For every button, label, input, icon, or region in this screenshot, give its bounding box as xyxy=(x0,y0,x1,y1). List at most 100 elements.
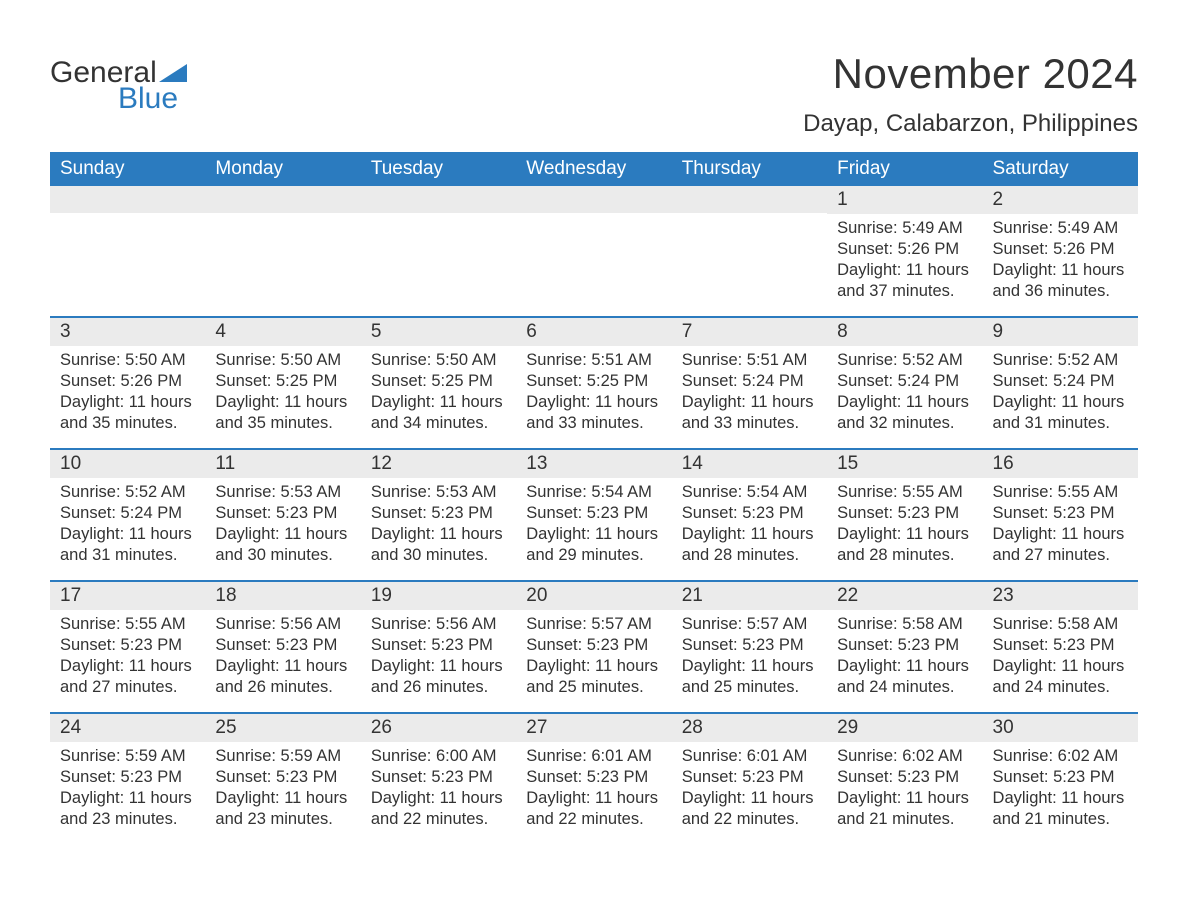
daylight-text: Daylight: 11 hours and 32 minutes. xyxy=(837,392,972,434)
sunrise-text: Sunrise: 5:59 AM xyxy=(60,746,195,767)
day-number xyxy=(205,186,360,213)
day-number: 14 xyxy=(672,450,827,478)
sunrise-text: Sunrise: 5:53 AM xyxy=(215,482,350,503)
sunset-text: Sunset: 5:23 PM xyxy=(526,767,661,788)
daylight-text: Daylight: 11 hours and 33 minutes. xyxy=(682,392,817,434)
calendar-day: 4Sunrise: 5:50 AMSunset: 5:25 PMDaylight… xyxy=(205,318,360,448)
weekday-header: Tuesday xyxy=(361,152,516,186)
page-subtitle: Dayap, Calabarzon, Philippines xyxy=(803,110,1138,138)
daylight-text: Daylight: 11 hours and 22 minutes. xyxy=(526,788,661,830)
sunset-text: Sunset: 5:23 PM xyxy=(526,635,661,656)
daylight-text: Daylight: 11 hours and 33 minutes. xyxy=(526,392,661,434)
daylight-text: Daylight: 11 hours and 29 minutes. xyxy=(526,524,661,566)
calendar-day: 26Sunrise: 6:00 AMSunset: 5:23 PMDayligh… xyxy=(361,714,516,844)
sunset-text: Sunset: 5:23 PM xyxy=(682,503,817,524)
sunset-text: Sunset: 5:23 PM xyxy=(371,635,506,656)
sunrise-text: Sunrise: 6:00 AM xyxy=(371,746,506,767)
day-details: Sunrise: 5:52 AMSunset: 5:24 PMDaylight:… xyxy=(50,478,205,566)
day-details: Sunrise: 5:57 AMSunset: 5:23 PMDaylight:… xyxy=(516,610,671,698)
weekday-header: Wednesday xyxy=(516,152,671,186)
sunrise-text: Sunrise: 6:01 AM xyxy=(526,746,661,767)
day-details: Sunrise: 6:00 AMSunset: 5:23 PMDaylight:… xyxy=(361,742,516,830)
day-details: Sunrise: 5:59 AMSunset: 5:23 PMDaylight:… xyxy=(205,742,360,830)
calendar-day xyxy=(672,186,827,316)
sunset-text: Sunset: 5:26 PM xyxy=(60,371,195,392)
calendar-week: 3Sunrise: 5:50 AMSunset: 5:26 PMDaylight… xyxy=(50,316,1138,448)
sunset-text: Sunset: 5:23 PM xyxy=(371,767,506,788)
calendar-day: 10Sunrise: 5:52 AMSunset: 5:24 PMDayligh… xyxy=(50,450,205,580)
sunrise-text: Sunrise: 5:56 AM xyxy=(215,614,350,635)
calendar-day: 20Sunrise: 5:57 AMSunset: 5:23 PMDayligh… xyxy=(516,582,671,712)
day-details: Sunrise: 5:55 AMSunset: 5:23 PMDaylight:… xyxy=(827,478,982,566)
day-number: 22 xyxy=(827,582,982,610)
sunrise-text: Sunrise: 5:55 AM xyxy=(60,614,195,635)
day-number: 7 xyxy=(672,318,827,346)
day-number: 18 xyxy=(205,582,360,610)
day-number: 16 xyxy=(983,450,1138,478)
calendar-day: 5Sunrise: 5:50 AMSunset: 5:25 PMDaylight… xyxy=(361,318,516,448)
daylight-text: Daylight: 11 hours and 31 minutes. xyxy=(60,524,195,566)
day-number: 26 xyxy=(361,714,516,742)
weekday-header: Friday xyxy=(827,152,982,186)
calendar-day: 30Sunrise: 6:02 AMSunset: 5:23 PMDayligh… xyxy=(983,714,1138,844)
sunrise-text: Sunrise: 5:59 AM xyxy=(215,746,350,767)
day-details: Sunrise: 5:49 AMSunset: 5:26 PMDaylight:… xyxy=(983,214,1138,302)
flag-icon xyxy=(159,64,187,82)
daylight-text: Daylight: 11 hours and 26 minutes. xyxy=(371,656,506,698)
sunset-text: Sunset: 5:23 PM xyxy=(371,503,506,524)
day-details: Sunrise: 5:52 AMSunset: 5:24 PMDaylight:… xyxy=(983,346,1138,434)
day-details: Sunrise: 6:02 AMSunset: 5:23 PMDaylight:… xyxy=(827,742,982,830)
day-details: Sunrise: 5:59 AMSunset: 5:23 PMDaylight:… xyxy=(50,742,205,830)
daylight-text: Daylight: 11 hours and 25 minutes. xyxy=(682,656,817,698)
day-number: 30 xyxy=(983,714,1138,742)
day-number: 12 xyxy=(361,450,516,478)
day-number xyxy=(672,186,827,213)
daylight-text: Daylight: 11 hours and 24 minutes. xyxy=(837,656,972,698)
day-details: Sunrise: 5:51 AMSunset: 5:24 PMDaylight:… xyxy=(672,346,827,434)
daylight-text: Daylight: 11 hours and 22 minutes. xyxy=(682,788,817,830)
sunrise-text: Sunrise: 5:54 AM xyxy=(682,482,817,503)
calendar-day: 27Sunrise: 6:01 AMSunset: 5:23 PMDayligh… xyxy=(516,714,671,844)
day-number: 1 xyxy=(827,186,982,214)
daylight-text: Daylight: 11 hours and 28 minutes. xyxy=(682,524,817,566)
sunset-text: Sunset: 5:23 PM xyxy=(60,635,195,656)
sunset-text: Sunset: 5:23 PM xyxy=(682,767,817,788)
calendar-day: 19Sunrise: 5:56 AMSunset: 5:23 PMDayligh… xyxy=(361,582,516,712)
day-details: Sunrise: 5:53 AMSunset: 5:23 PMDaylight:… xyxy=(361,478,516,566)
calendar-day xyxy=(205,186,360,316)
sunset-text: Sunset: 5:23 PM xyxy=(215,503,350,524)
day-number: 13 xyxy=(516,450,671,478)
daylight-text: Daylight: 11 hours and 28 minutes. xyxy=(837,524,972,566)
day-details: Sunrise: 5:56 AMSunset: 5:23 PMDaylight:… xyxy=(205,610,360,698)
calendar-day: 24Sunrise: 5:59 AMSunset: 5:23 PMDayligh… xyxy=(50,714,205,844)
day-details: Sunrise: 5:57 AMSunset: 5:23 PMDaylight:… xyxy=(672,610,827,698)
day-details: Sunrise: 5:53 AMSunset: 5:23 PMDaylight:… xyxy=(205,478,360,566)
day-details: Sunrise: 5:55 AMSunset: 5:23 PMDaylight:… xyxy=(50,610,205,698)
calendar-day: 16Sunrise: 5:55 AMSunset: 5:23 PMDayligh… xyxy=(983,450,1138,580)
sunset-text: Sunset: 5:23 PM xyxy=(837,767,972,788)
day-number xyxy=(361,186,516,213)
day-details: Sunrise: 5:58 AMSunset: 5:23 PMDaylight:… xyxy=(827,610,982,698)
day-number xyxy=(50,186,205,213)
calendar-day: 14 Sunrise: 5:54 AMSunset: 5:23 PMDayligh… xyxy=(672,450,827,580)
daylight-text: Daylight: 11 hours and 26 minutes. xyxy=(215,656,350,698)
calendar-day: 29Sunrise: 6:02 AMSunset: 5:23 PMDayligh… xyxy=(827,714,982,844)
day-number: 3 xyxy=(50,318,205,346)
sunset-text: Sunset: 5:23 PM xyxy=(837,635,972,656)
daylight-text: Daylight: 11 hours and 35 minutes. xyxy=(60,392,195,434)
logo-text-blue: Blue xyxy=(118,82,178,116)
day-details: Sunrise: 6:02 AMSunset: 5:23 PMDaylight:… xyxy=(983,742,1138,830)
sunrise-text: Sunrise: 5:54 AM xyxy=(526,482,661,503)
day-number: 25 xyxy=(205,714,360,742)
sunrise-text: Sunrise: 5:55 AM xyxy=(993,482,1128,503)
calendar-day: 15Sunrise: 5:55 AMSunset: 5:23 PMDayligh… xyxy=(827,450,982,580)
daylight-text: Daylight: 11 hours and 36 minutes. xyxy=(993,260,1128,302)
calendar-week: 17Sunrise: 5:55 AMSunset: 5:23 PMDayligh… xyxy=(50,580,1138,712)
day-details: Sunrise: 5:52 AMSunset: 5:24 PMDaylight:… xyxy=(827,346,982,434)
sunset-text: Sunset: 5:23 PM xyxy=(60,767,195,788)
day-details: Sunrise: 5:58 AMSunset: 5:23 PMDaylight:… xyxy=(983,610,1138,698)
sunset-text: Sunset: 5:23 PM xyxy=(526,503,661,524)
daylight-text: Daylight: 11 hours and 23 minutes. xyxy=(60,788,195,830)
day-number: 17 xyxy=(50,582,205,610)
sunrise-text: Sunrise: 5:49 AM xyxy=(837,218,972,239)
